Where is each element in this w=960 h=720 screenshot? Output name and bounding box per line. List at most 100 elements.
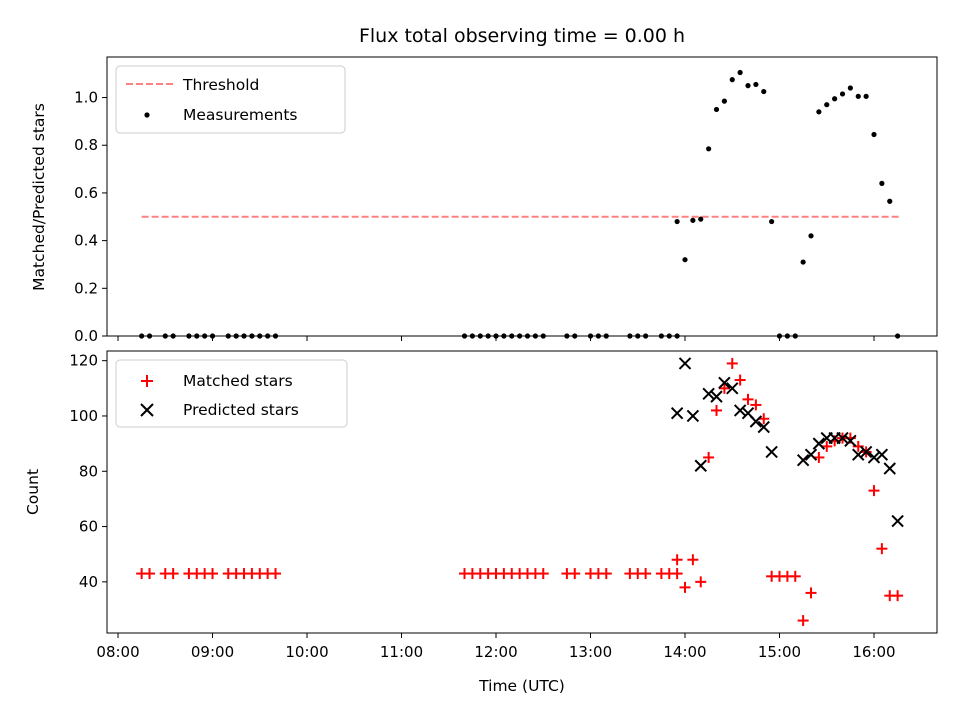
matched-star-point bbox=[569, 568, 581, 580]
measurement-point bbox=[863, 93, 869, 99]
measurement-point bbox=[855, 93, 861, 99]
bottom-y-tick-label: 40 bbox=[79, 573, 98, 591]
legend-predicted-label: Predicted stars bbox=[183, 401, 299, 419]
measurement-point bbox=[272, 333, 279, 339]
measurement-point bbox=[595, 333, 601, 339]
measurement-point bbox=[666, 333, 672, 339]
bottom-panel: 40 60 80 100 120 08:00 09:00 10:00 11:00 12:00 13… bbox=[24, 350, 938, 695]
predicted-star-point bbox=[694, 459, 707, 472]
measurement-point bbox=[202, 333, 208, 339]
measurement-point bbox=[745, 83, 751, 89]
measurement-point bbox=[839, 91, 846, 97]
measurement-point bbox=[643, 333, 649, 339]
top-x-ticks bbox=[117, 336, 875, 341]
predicted-star-point bbox=[733, 404, 747, 417]
matched-star-point bbox=[718, 382, 730, 394]
bottom-legend-box bbox=[115, 359, 348, 428]
measurement-point bbox=[737, 69, 743, 76]
matched-star-point bbox=[789, 570, 801, 582]
predicted-star-point bbox=[765, 445, 778, 459]
matched-star-point bbox=[167, 568, 179, 580]
measurement-point bbox=[824, 102, 830, 108]
legend-predicted-swatch bbox=[140, 403, 154, 417]
predicted-star-point bbox=[812, 437, 826, 450]
bottom-x-tick-label: 08:00 bbox=[96, 643, 139, 661]
predicted-star-point bbox=[867, 451, 881, 464]
top-y-axis-label: Matched/Predicted stars bbox=[30, 103, 48, 291]
measurement-point bbox=[517, 333, 523, 339]
bottom-y-tick-label: 80 bbox=[79, 462, 98, 480]
bottom-y-tick-label: 120 bbox=[69, 352, 98, 370]
matched-star-point bbox=[734, 374, 746, 386]
measurement-point bbox=[682, 257, 688, 263]
matched-star-point bbox=[537, 568, 549, 580]
matched-star-point bbox=[687, 554, 699, 566]
matched-star-point bbox=[144, 568, 156, 580]
measurement-point bbox=[509, 333, 515, 339]
measurement-point bbox=[627, 333, 633, 339]
measurement-point bbox=[461, 333, 468, 339]
matched-star-point bbox=[703, 451, 715, 463]
predicted-star-point bbox=[852, 448, 865, 461]
matched-star-point bbox=[671, 554, 683, 566]
measurement-point bbox=[194, 333, 200, 339]
matched-star-point bbox=[742, 393, 754, 405]
matched-star-point bbox=[679, 581, 691, 593]
measurement-point bbox=[249, 333, 255, 339]
measurement-point bbox=[139, 333, 145, 339]
chart-title: Flux total observing time = 0.00 h bbox=[359, 25, 685, 47]
bottom-x-axis: 08:00 09:00 10:00 11:00 12:00 13:00 14:00 15:00… bbox=[96, 633, 896, 661]
measurement-point bbox=[603, 333, 609, 339]
bottom-x-tick-label: 10:00 bbox=[285, 643, 328, 661]
bottom-x-tick-label: 13:00 bbox=[569, 643, 612, 661]
bottom-x-tick-label: 16:00 bbox=[852, 643, 895, 661]
predicted-star-point bbox=[749, 415, 763, 428]
top-y-tick-label: 0.6 bbox=[74, 184, 98, 202]
matched-star-point bbox=[813, 451, 825, 463]
measurement-point bbox=[233, 333, 239, 339]
measurement-point bbox=[784, 333, 790, 339]
measurement-point bbox=[761, 88, 767, 95]
measurement-point bbox=[879, 180, 885, 186]
top-y-tick-label: 0.4 bbox=[74, 232, 98, 250]
measurement-point bbox=[225, 333, 231, 339]
legend-matched-label: Matched stars bbox=[183, 372, 293, 390]
measurement-point bbox=[477, 333, 483, 339]
measurement-point bbox=[674, 218, 680, 225]
measurement-point bbox=[265, 333, 271, 339]
bottom-y-axis-label: Count bbox=[24, 469, 42, 515]
bottom-x-tick-label: 09:00 bbox=[191, 643, 234, 661]
measurement-point bbox=[257, 333, 263, 339]
measurement-point bbox=[800, 259, 806, 265]
legend-threshold-label: Threshold bbox=[182, 76, 259, 94]
matched-star-point bbox=[821, 440, 833, 452]
predicted-star-point bbox=[796, 453, 810, 467]
matched-star-point bbox=[600, 568, 612, 580]
top-y-tick-label: 0.8 bbox=[74, 136, 98, 154]
matched-star-point bbox=[695, 576, 707, 588]
measurement-point bbox=[674, 333, 680, 339]
predicted-stars-points bbox=[670, 357, 904, 528]
legend-matched-swatch bbox=[141, 375, 153, 387]
measurement-point bbox=[532, 333, 538, 339]
measurement-point bbox=[753, 81, 759, 88]
bottom-x-tick-label: 12:00 bbox=[474, 643, 517, 661]
measurement-point bbox=[698, 216, 704, 222]
matched-star-point bbox=[805, 587, 817, 599]
matched-star-point bbox=[892, 590, 904, 602]
measurement-point bbox=[146, 333, 153, 339]
predicted-star-point bbox=[702, 387, 715, 401]
measurement-point bbox=[162, 333, 168, 339]
bottom-y-tick-label: 60 bbox=[79, 518, 98, 536]
predicted-star-point bbox=[718, 376, 731, 390]
measurement-point bbox=[816, 109, 822, 115]
predicted-star-point bbox=[757, 420, 770, 434]
matched-star-point bbox=[640, 568, 652, 580]
top-y-tick-label: 0.2 bbox=[74, 279, 98, 297]
measurement-point bbox=[540, 333, 546, 339]
matched-star-point bbox=[726, 357, 738, 369]
predicted-star-point bbox=[844, 434, 857, 448]
top-y-tick-label: 1.0 bbox=[74, 89, 98, 107]
predicted-star-point bbox=[670, 406, 684, 420]
